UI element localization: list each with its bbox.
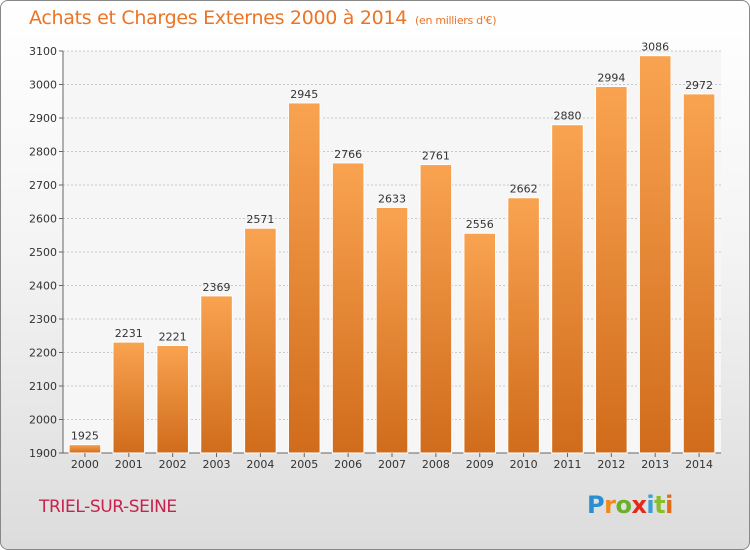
y-tick-label: 2500 — [29, 246, 57, 259]
x-tick-label: 2004 — [246, 458, 274, 471]
y-tick-label: 2100 — [29, 380, 57, 393]
x-tick-label: 2010 — [510, 458, 538, 471]
y-tick-label: 3000 — [29, 79, 57, 92]
y-tick-label: 3100 — [29, 45, 57, 58]
bar-value-label: 2633 — [378, 192, 406, 205]
bar — [595, 86, 628, 454]
x-tick-label: 2013 — [641, 458, 669, 471]
place-name: TRIEL-SUR-SEINE — [39, 497, 177, 517]
bar — [463, 232, 497, 454]
bar — [331, 162, 365, 454]
x-tick-label: 2000 — [71, 458, 99, 471]
bar-value-label: 2571 — [246, 213, 274, 226]
y-tick-label: 2300 — [29, 313, 57, 326]
bar-value-label: 2662 — [510, 183, 538, 196]
bar-value-label: 3086 — [641, 41, 669, 54]
bar-value-label: 2761 — [422, 150, 450, 163]
proxiti-logo: Proxiti — [587, 491, 673, 519]
chart-title: Achats et Charges Externes 2000 à 2014 (e… — [29, 7, 497, 29]
bar-value-label: 2231 — [115, 327, 143, 340]
bar — [68, 444, 102, 454]
x-tick-label: 2009 — [466, 458, 494, 471]
bar — [156, 344, 189, 454]
bar — [244, 227, 277, 454]
x-tick-label: 2005 — [290, 458, 318, 471]
logo-letter: i — [646, 491, 655, 519]
bar-value-label: 2369 — [203, 281, 231, 294]
bar-value-label: 2994 — [597, 72, 625, 85]
x-tick-label: 2006 — [334, 458, 362, 471]
bar — [551, 124, 584, 454]
logo-letter: t — [654, 491, 666, 519]
y-tick-label: 1900 — [29, 447, 57, 460]
logo-letter: x — [631, 491, 647, 519]
x-tick-label: 2011 — [553, 458, 581, 471]
x-tick-label: 2002 — [159, 458, 187, 471]
bar-value-label: 2945 — [290, 88, 318, 101]
bar — [375, 206, 409, 454]
bar-value-label: 2972 — [685, 79, 713, 92]
y-tick-label: 2200 — [29, 347, 57, 360]
logo-letter: P — [587, 491, 605, 519]
chart-title-text: Achats et Charges Externes 2000 à 2014 — [29, 7, 408, 29]
bar — [287, 102, 321, 454]
y-tick-label: 2900 — [29, 112, 57, 125]
bar-value-label: 1925 — [71, 430, 99, 443]
bar — [112, 341, 146, 454]
x-tick-label: 2007 — [378, 458, 406, 471]
y-tick-label: 2600 — [29, 213, 57, 226]
logo-letter: i — [665, 491, 673, 519]
y-tick-label: 2000 — [29, 414, 57, 427]
y-tick-label: 2700 — [29, 179, 57, 192]
bar-value-label: 2766 — [334, 148, 362, 161]
y-tick-label: 2400 — [29, 280, 57, 293]
bar-value-label: 2221 — [159, 330, 187, 343]
chart-subtitle: (en milliers d'€) — [415, 14, 497, 27]
x-tick-label: 2008 — [422, 458, 450, 471]
x-tick-label: 2012 — [597, 458, 625, 471]
logo-letter: r — [604, 491, 616, 519]
x-tick-label: 2001 — [115, 458, 143, 471]
bar-value-label: 2880 — [553, 110, 581, 123]
bar — [638, 55, 672, 454]
bar — [507, 197, 540, 454]
bar — [200, 295, 233, 454]
bar — [682, 93, 716, 454]
x-tick-label: 2003 — [203, 458, 231, 471]
x-tick-label: 2014 — [685, 458, 713, 471]
bar-value-label: 2556 — [466, 218, 494, 231]
y-tick-label: 2800 — [29, 146, 57, 159]
bar — [419, 164, 453, 454]
logo-letter: o — [615, 491, 632, 519]
